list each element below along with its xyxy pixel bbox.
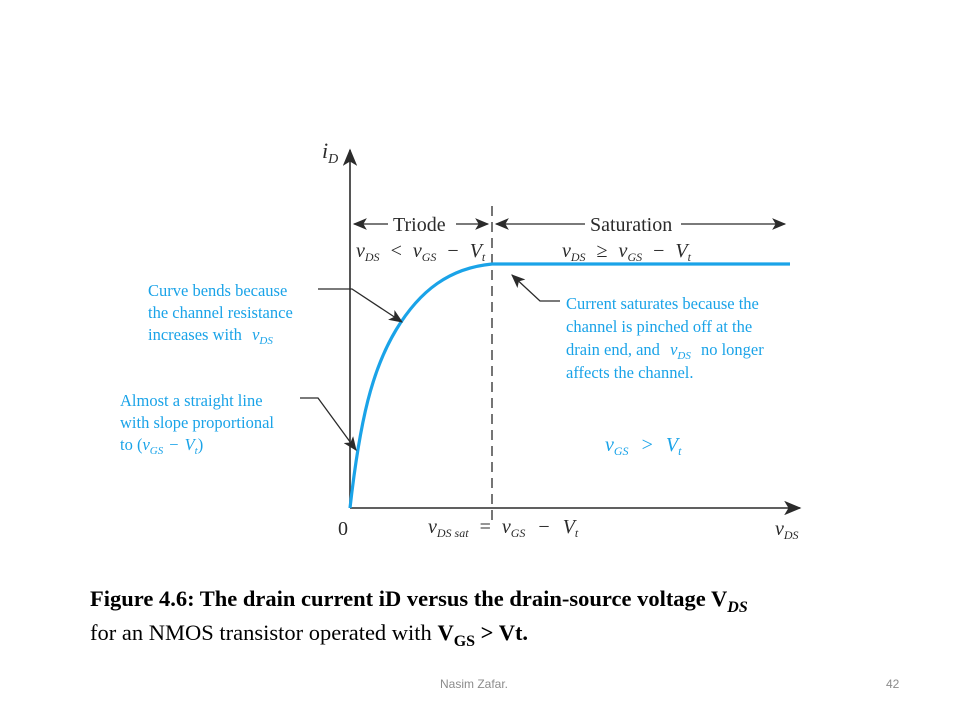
straight-line-expr-a: v xyxy=(142,435,150,454)
annotation-saturates: Current saturates because the channel is… xyxy=(566,294,768,382)
vgs-cond-b: V xyxy=(666,434,681,456)
saturation-condition: vDS ≥ vGS − Vt xyxy=(562,240,692,266)
saturates-var: v xyxy=(670,340,678,359)
straight-line-pointer xyxy=(300,397,357,451)
straight-line-line3: to ( xyxy=(120,435,142,454)
sat-cond-a: v xyxy=(562,240,571,262)
sat-cond-c-sub: t xyxy=(688,250,692,264)
triode-cond-b-sub: GS xyxy=(422,250,437,264)
triode-cond-a-sub: DS xyxy=(364,250,380,264)
straight-line-line2: with slope proportional xyxy=(120,413,274,432)
sat-cond-a-sub: DS xyxy=(570,250,586,264)
caption-line1: Figure 4.6: The drain current iD versus … xyxy=(90,586,748,616)
straight-line-expr-a-sub: GS xyxy=(150,445,164,457)
sat-cond-op: ≥ xyxy=(597,240,608,262)
straight-line-line1: Almost a straight line xyxy=(120,391,263,410)
triode-cond-op: < xyxy=(391,240,402,262)
vgs-cond-op: > xyxy=(642,434,653,456)
vgs-cond-a: v xyxy=(605,434,614,456)
vds-sat-minus: − xyxy=(538,516,549,538)
straight-line-expr-close: ) xyxy=(198,435,204,454)
vds-sat-rhs-main: v xyxy=(502,516,511,538)
x-axis-label: vDS xyxy=(775,518,799,542)
triode-cond-b: v xyxy=(413,240,422,262)
curve-bends-line3: increases with xyxy=(148,325,243,344)
sat-cond-c: V xyxy=(675,240,690,262)
straight-line-expr-minus: − xyxy=(169,435,178,454)
annotation-curve-bends: Curve bends because the channel resistan… xyxy=(148,281,297,347)
caption-line1-text: Figure 4.6: The drain current iD versus … xyxy=(90,586,728,611)
saturation-label: Saturation xyxy=(590,214,672,236)
triode-condition: vDS < vGS − Vt xyxy=(356,240,486,266)
page-number: 42 xyxy=(886,677,900,691)
id-vds-curve xyxy=(348,262,790,509)
x-axis-label-main: v xyxy=(775,518,784,540)
curve-bends-var-sub: DS xyxy=(258,335,273,347)
vgs-cond-b-sub: t xyxy=(678,444,682,458)
saturates-line3-rest: no longer xyxy=(701,340,764,359)
y-axis-label: iD xyxy=(322,138,338,167)
vds-sat-vt-main: V xyxy=(563,516,578,538)
y-axis-label-main: i xyxy=(322,138,328,163)
straight-line-expr-b-sub: t xyxy=(195,445,199,457)
vds-sat-label: vDS sat = vGS − Vt xyxy=(428,516,579,542)
saturates-line4: affects the channel. xyxy=(566,363,694,382)
vds-sat-rhs-sub: GS xyxy=(511,526,526,540)
vds-sat-sub: DS sat xyxy=(436,526,469,540)
triode-label: Triode xyxy=(393,214,446,236)
saturates-line1: Current saturates because the xyxy=(566,294,759,313)
x-axis-label-sub: DS xyxy=(783,528,799,542)
caption-line2-pre: for an NMOS transistor operated with xyxy=(90,620,438,645)
saturates-line2: channel is pinched off at the xyxy=(566,317,752,336)
origin-label: 0 xyxy=(338,518,348,540)
sat-cond-b: v xyxy=(619,240,628,262)
saturates-var-sub: DS xyxy=(676,350,691,362)
vds-sat-vt-sub: t xyxy=(575,526,579,540)
curve-bends-line2: the channel resistance xyxy=(148,303,293,322)
figure-caption: Figure 4.6: The drain current iD versus … xyxy=(90,583,910,651)
saturates-line3: drain end, and xyxy=(566,340,661,359)
triode-cond-minus: − xyxy=(447,240,458,262)
caption-line2-sub: GS xyxy=(453,633,476,650)
annotation-straight-line: Almost a straight line with slope propor… xyxy=(120,391,278,457)
caption-line2-post: > Vt. xyxy=(475,620,529,645)
footer-author: Nasim Zafar. xyxy=(440,677,509,691)
sat-cond-minus: − xyxy=(653,240,664,262)
curve-bends-pointer xyxy=(318,288,403,323)
triode-cond-a: v xyxy=(356,240,365,262)
saturates-pointer xyxy=(511,274,560,302)
curve-bends-line1: Curve bends because xyxy=(148,281,287,300)
vds-sat-eq: = xyxy=(480,516,491,538)
triode-cond-c: V xyxy=(470,240,485,262)
straight-line-expr-b: V xyxy=(185,435,197,454)
vds-sat-main: v xyxy=(428,516,437,538)
vgs-condition: vGS > Vt xyxy=(605,434,682,460)
vgs-cond-a-sub: GS xyxy=(614,444,629,458)
triode-cond-c-sub: t xyxy=(482,250,486,264)
sat-cond-b-sub: GS xyxy=(627,250,642,264)
caption-line2-v-text: V xyxy=(437,620,454,645)
y-axis-label-sub: D xyxy=(327,152,338,167)
caption-line2-v: VGS xyxy=(437,620,475,650)
caption-line1-sub: DS xyxy=(727,599,748,616)
curve-bends-var: v xyxy=(252,325,260,344)
